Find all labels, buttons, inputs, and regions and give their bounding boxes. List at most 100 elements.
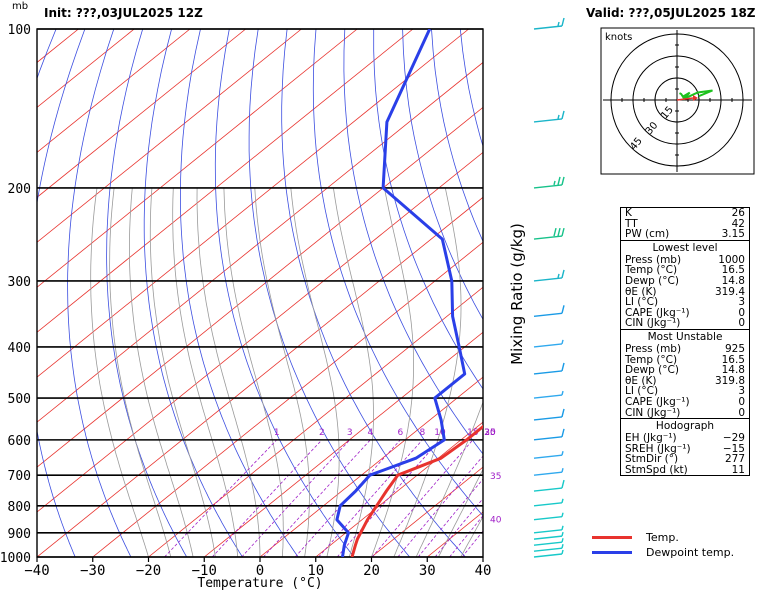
index-value: −15 (722, 442, 745, 455)
index-value: 3 (738, 296, 745, 309)
wind-barb (533, 408, 565, 421)
index-label: TT (625, 217, 638, 230)
dry-adiabat (343, 29, 483, 455)
index-row: θE (K) 319.8 (621, 376, 749, 387)
dry-adiabat (106, 29, 188, 557)
dry-adiabat (214, 29, 355, 557)
index-value: 0 (738, 306, 745, 319)
dry-adiabat (67, 29, 132, 557)
x-axis-label: Temperature (°C) (197, 576, 322, 591)
hodograph-trace (679, 89, 713, 101)
mixing-ratio-label: 40 (490, 515, 502, 525)
temperature-profile (350, 424, 483, 557)
index-row: Temp (°C) 16.5 (621, 265, 749, 276)
index-row: CIN (Jkg⁻¹) 0 (621, 318, 749, 329)
mixing-ratio-label: 10 (434, 428, 446, 438)
index-value: 3 (738, 385, 745, 398)
isotherm (148, 286, 483, 557)
index-label: Temp (°C) (625, 353, 678, 366)
index-row: Press (mb) 925 (621, 344, 749, 355)
mixing-ratio-line (241, 439, 351, 557)
mixing-ratio-line (461, 530, 483, 557)
mixing-ratio-line (417, 478, 483, 557)
index-row: StmDir (°) 277 (621, 454, 749, 465)
dry-adiabat (402, 29, 483, 321)
index-value: 26 (731, 207, 745, 219)
mixing-ratio-line (318, 439, 423, 557)
isotherm (37, 106, 483, 468)
x-tick-label: 40 (475, 563, 492, 579)
pressure-label: 100 (8, 23, 31, 38)
wind-barb (533, 538, 564, 546)
hodograph-title: knots (605, 32, 632, 43)
wind-barb (533, 390, 564, 399)
valid-time: Valid: ???,05JUL2025 18Z (586, 6, 756, 20)
index-label: Dewp (°C) (625, 364, 679, 377)
index-label: K (625, 207, 632, 219)
mixing-ratio-label: 4 (367, 428, 373, 438)
pressure-label: 900 (8, 527, 31, 542)
index-label: SREH (Jkg⁻¹) (625, 442, 691, 455)
index-row: SREH (Jkg⁻¹) −15 (621, 444, 749, 455)
index-label: LI (°C) (625, 296, 659, 309)
x-tick-label: −10 (192, 563, 217, 579)
dry-adiabat (37, 29, 86, 557)
pressure-label: 300 (8, 275, 31, 290)
mixing-ratio-label: 20 (484, 428, 496, 438)
index-row: CAPE (Jkg⁻¹) 0 (621, 308, 749, 319)
legend-dew-label: Dewpoint temp. (646, 546, 735, 559)
mixing-ratio-label: 30 (484, 428, 496, 438)
index-value: 16.5 (721, 264, 745, 277)
pressure-unit: mb (12, 1, 28, 12)
index-label: θE (K) (625, 374, 657, 387)
index-value: 11 (731, 463, 745, 476)
isotherm (203, 331, 483, 557)
moist-adiabat (438, 468, 483, 557)
moist-adiabat (393, 187, 462, 557)
wind-barb (533, 227, 565, 240)
index-value: 0 (738, 317, 745, 330)
wind-barb (533, 479, 565, 492)
isotherm (37, 29, 358, 288)
isotherm (37, 29, 246, 198)
index-row: EH (Jkg⁻¹) −29 (621, 433, 749, 444)
index-row: CAPE (Jkg⁻¹) 0 (621, 397, 749, 408)
index-row: Dewp (°C) 14.8 (621, 365, 749, 376)
mixing-ratio-axis-label: Mixing Ratio (g/kg) (508, 223, 526, 365)
mixing-ratio-label: 3 (347, 428, 353, 438)
index-value: 319.8 (714, 374, 745, 387)
index-row: PW (cm) 3.15 (621, 229, 749, 240)
wind-barb (533, 339, 564, 348)
wind-barb (533, 305, 565, 317)
isotherm (37, 196, 483, 557)
mixing-ratio-label: 2 (319, 428, 325, 438)
pressure-label: 500 (8, 392, 31, 407)
index-row: LI (°C) 3 (621, 386, 749, 397)
hodograph-title: Hodograph (621, 418, 749, 433)
index-row: θE (K) 319.4 (621, 286, 749, 298)
x-tick-label: −40 (24, 563, 49, 579)
wind-barb (533, 512, 564, 521)
index-label: CIN (Jkg⁻¹) (625, 406, 681, 419)
index-label: StmSpd (kt) (625, 463, 688, 476)
indices-table: K 26 TT 42 PW (cm) 3.15 Lowest level Press (m… (620, 207, 750, 477)
wind-barb (533, 269, 565, 282)
pressure-label: 700 (8, 469, 31, 484)
dry-adiabat (248, 29, 411, 557)
storm-motion-arrowhead (693, 95, 698, 101)
wind-barb (533, 549, 564, 558)
index-row: TT 42 (621, 217, 749, 230)
index-row: Temp (°C) 16.5 (621, 353, 749, 366)
mixing-ratio-line (211, 439, 323, 557)
index-value: 14.8 (721, 274, 745, 287)
isotherm (315, 421, 483, 557)
moist-adiabat (223, 187, 284, 557)
index-label: Dewp (°C) (625, 274, 679, 287)
x-tick-label: 10 (307, 563, 324, 579)
wind-barb (533, 17, 565, 30)
mixing-ratio-label: 1 (274, 428, 280, 438)
isotherm (37, 29, 414, 333)
index-value: 277 (724, 453, 745, 466)
moist-adiabat (149, 187, 216, 557)
